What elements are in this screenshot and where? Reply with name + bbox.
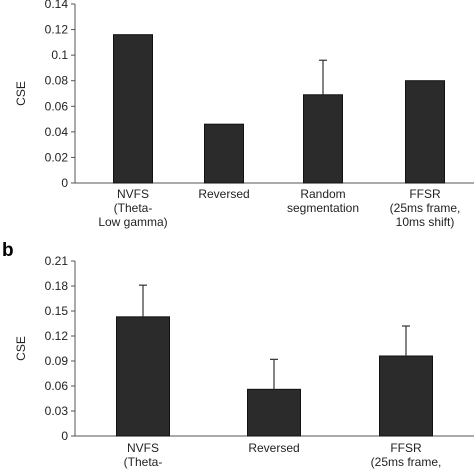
category-label: 10ms shift) — [396, 215, 455, 229]
panel-label: b — [2, 240, 14, 261]
category-label: (Theta- — [114, 201, 153, 215]
bar — [204, 123, 244, 184]
y-tick-label: 0.15 — [45, 304, 69, 318]
y-tick-label: 0.12 — [45, 23, 69, 37]
y-tick-label: 0.08 — [45, 74, 69, 88]
y-axis-label: CSE — [14, 336, 28, 361]
y-tick-label: 0.06 — [45, 99, 69, 113]
y-tick-label: 0.14 — [45, 0, 69, 11]
category-label: (25ms frame, — [390, 201, 461, 215]
y-tick-label: 0.09 — [45, 354, 69, 368]
y-tick-label: 0.1 — [51, 48, 68, 62]
y-tick-label: 0.04 — [45, 125, 69, 139]
y-tick-label: 0.21 — [45, 254, 69, 268]
y-tick-label: 0 — [61, 176, 68, 190]
bar — [303, 94, 343, 184]
bar — [405, 80, 445, 184]
y-tick-label: 0.02 — [45, 150, 69, 164]
bar — [247, 388, 301, 437]
category-label: (25ms frame, — [371, 455, 442, 469]
category-label: Low gamma) — [98, 215, 167, 229]
category-label: Reversed — [198, 187, 249, 201]
category-label: NVFS — [127, 441, 159, 455]
category-label: FFSR — [409, 187, 441, 201]
bar — [113, 34, 153, 184]
chart-panel-1: 0 0.02 0.04 0.06 0.08 0.1 0.12 0.14 CSE NVFS(Thet… — [14, 0, 474, 229]
y-tick-label: 0.03 — [45, 404, 69, 418]
y-axis-label: CSE — [14, 81, 28, 106]
bar — [116, 316, 170, 437]
category-label: (Theta- — [124, 455, 163, 469]
category-label: NVFS — [117, 187, 149, 201]
category-label: FFSR — [390, 441, 422, 455]
chart-panel-2: b 0 0.03 0.06 0.09 0.12 0.15 0.18 0.21 CSE NVFS(Th… — [2, 240, 474, 469]
bar — [379, 355, 433, 437]
category-label: Random — [300, 187, 345, 201]
y-tick-label: 0.06 — [45, 379, 69, 393]
category-label: Reversed — [248, 441, 299, 455]
category-label: segmentation — [287, 201, 359, 215]
y-tick-label: 0.12 — [45, 329, 69, 343]
y-tick-label: 0 — [61, 429, 68, 443]
y-tick-label: 0.18 — [45, 279, 69, 293]
